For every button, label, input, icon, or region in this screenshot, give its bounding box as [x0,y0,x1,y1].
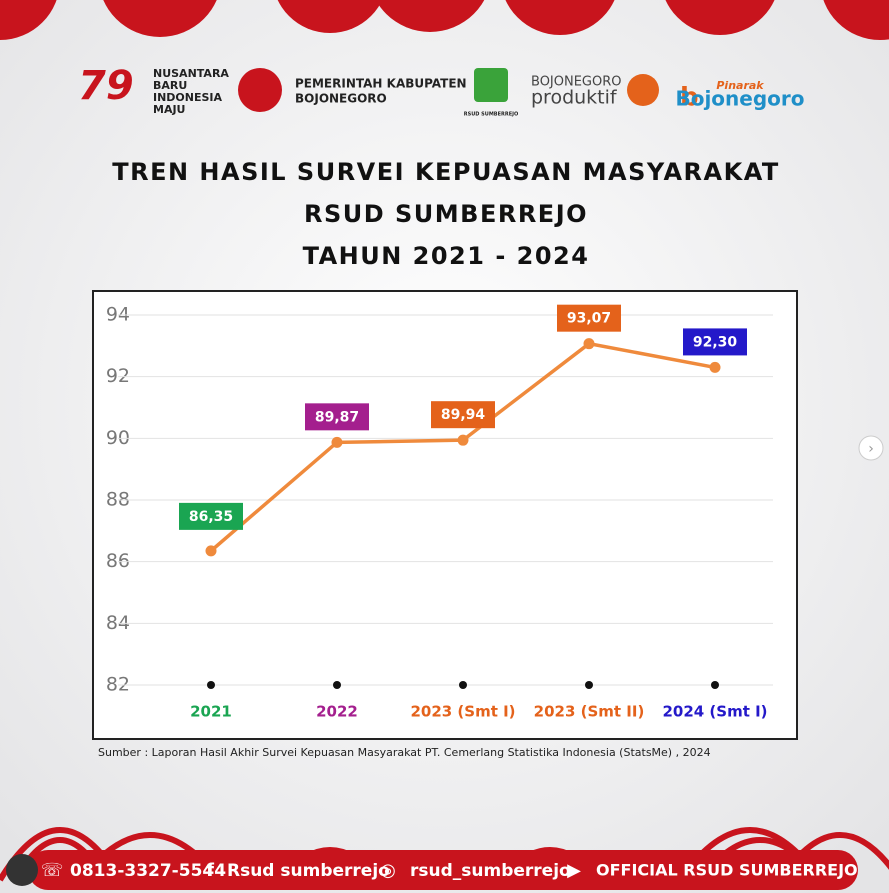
data-point [583,338,595,350]
logo-emblem [474,68,508,102]
chart-title: TREN HASIL SURVEI KEPUASAN MASYARAKAT [112,158,780,186]
chart-title: RSUD SUMBERREJO [304,200,588,228]
footer-item: 0813-3327-5544 [70,861,226,881]
axis-dot [207,681,215,689]
value-label-box [305,403,369,431]
logo-text: NUSANTARA [153,67,229,80]
logo-text: BARU [153,79,187,92]
y-tick-label: 84 [106,612,130,634]
axis-dot [711,681,719,689]
value-label: 89,94 [441,407,486,423]
x-tick-label: 2023 (Smt II) [534,703,645,721]
y-tick-label: 86 [106,550,130,572]
logos: 79 b [78,63,699,113]
logo-text: MAJU [153,103,185,116]
footer-bar [28,850,858,890]
x-tick-label: 2023 (Smt I) [410,703,515,721]
logo-text: PEMERINTAH KABUPATEN [295,77,467,91]
chart-title: TAHUN 2021 - 2024 [303,242,590,270]
avatar[interactable] [6,854,38,886]
logo-text: Pinarak [716,79,764,92]
top-decoration [0,0,889,40]
footer-icon: ☏ [41,860,64,881]
axis-dot [333,681,341,689]
y-tick-label: 88 [106,489,130,511]
y-tick-label: 82 [106,674,130,696]
axis-dot [585,681,593,689]
y-tick-label: 90 [106,427,130,449]
next-icon[interactable]: › [868,441,874,457]
value-label-box [683,328,747,356]
logo-text: RSUD SUMBERREJO [464,112,519,118]
logo-text: BOJONEGORO [531,75,622,90]
footer-icon: ◎ [380,860,396,881]
footer-item: Rsud sumberrejo [227,861,390,881]
value-label: 86,35 [189,509,233,525]
logo-emblem [238,68,282,112]
data-point [331,436,343,448]
y-tick-label: 94 [106,304,130,326]
data-point [205,545,217,557]
data-point [457,434,469,446]
chart-area: 82 84 86 88 90 92 94 86,35 89,87 89,94 93,07 92,30 2… [92,290,798,740]
logo-emblem [627,74,659,106]
x-tick-label: 2022 [316,703,358,721]
value-label: 92,30 [693,334,738,350]
footer-item: OFFICIAL RSUD SUMBERREJO [596,861,858,880]
x-tick-label: 2024 (Smt I) [662,703,767,721]
value-label-box [179,502,243,530]
logo-text: produktif [531,87,618,109]
footer-icon: ▶ [567,860,581,881]
axis-dot [459,681,467,689]
logo-text: INDONESIA [153,91,223,104]
footer-icon: f [206,860,214,881]
value-label: 93,07 [567,311,611,327]
logo-mark: b [680,83,699,113]
footer-item: rsud_sumberrejo [410,861,571,881]
next-button[interactable] [858,435,884,461]
y-tick-label: 92 [106,365,130,387]
source-note: Sumber : Laporan Hasil Akhir Survei Kepu… [98,746,711,759]
x-tick-label: 2021 [190,703,232,721]
data-point [709,361,721,373]
logo-mark: 79 [78,63,134,109]
logo-text: Bojonegoro [675,87,804,111]
logo-text: BOJONEGORO [295,92,387,106]
value-label-box [431,401,495,429]
value-label: 89,87 [315,409,359,425]
value-label-box [557,304,621,332]
